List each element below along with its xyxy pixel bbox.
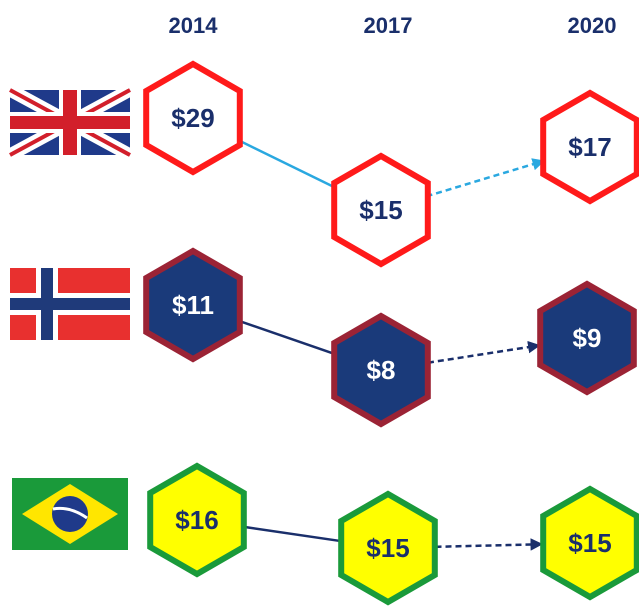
dashed-arrow <box>426 158 545 198</box>
price-label: $15 <box>366 533 409 563</box>
hexagon <box>540 485 639 601</box>
hexagon <box>331 312 431 428</box>
price-label: $8 <box>367 355 396 385</box>
price-label: $29 <box>171 103 214 133</box>
hexagon <box>143 60 243 176</box>
hexagon <box>143 247 243 363</box>
price-label: $16 <box>175 505 218 535</box>
year-label: 2020 <box>568 13 617 38</box>
flag-uk <box>6 84 134 161</box>
connector-line <box>237 319 335 355</box>
connector-line <box>235 137 338 190</box>
flag-brazil <box>12 478 128 550</box>
connector-line <box>243 525 340 543</box>
hexagon <box>331 152 431 268</box>
hexagon <box>147 462 247 578</box>
flag-norway <box>10 268 130 340</box>
price-label: $9 <box>573 323 602 353</box>
hexagon <box>338 490 438 606</box>
hexagon <box>540 89 639 205</box>
price-label: $15 <box>359 195 402 225</box>
price-label: $15 <box>568 528 611 558</box>
hexagon <box>537 280 637 396</box>
dashed-arrow <box>427 340 541 364</box>
price-label: $11 <box>172 290 214 320</box>
year-label: 2014 <box>169 13 219 38</box>
dashed-arrow <box>435 538 543 551</box>
year-label: 2017 <box>364 13 413 38</box>
price-label: $17 <box>568 132 611 162</box>
